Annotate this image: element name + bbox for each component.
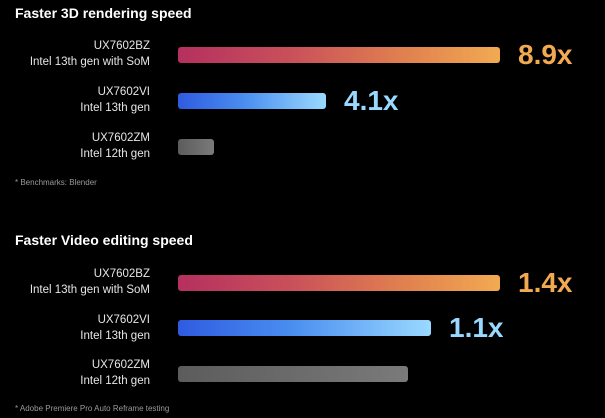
model-name: UX7602ZM	[91, 132, 150, 144]
chart-title-video-editing: Faster Video editing speed	[15, 232, 193, 248]
cpu-name: Intel 12th gen	[80, 148, 150, 160]
bar-video-ux7602vi	[178, 320, 431, 336]
value-label-3d-ux7602vi: 4.1x	[344, 85, 399, 116]
model-name: UX7602VI	[97, 86, 150, 98]
model-name: UX7602BZ	[93, 268, 150, 280]
row-label-ux7602vi: UX7602VI Intel 13th gen	[80, 84, 150, 116]
cpu-name: Intel 13th gen	[80, 102, 150, 114]
value-label-video-ux7602bz: 1.4x	[518, 267, 573, 298]
cpu-name: Intel 13th gen with SoM	[29, 56, 150, 68]
bar-video-ux7602zm	[178, 366, 408, 382]
value-label-video-ux7602vi: 1.1x	[449, 312, 504, 343]
footnote-video-editing: * Adobe Premiere Pro Auto Reframe testin…	[15, 404, 170, 413]
footnote-3d-rendering: * Benchmarks: Blender	[15, 178, 97, 187]
cpu-name: Intel 12th gen	[80, 375, 150, 387]
chart-title-3d-rendering: Faster 3D rendering speed	[15, 5, 192, 21]
model-name: UX7602ZM	[91, 359, 150, 371]
bar-3d-ux7602bz	[178, 47, 500, 63]
row-label-ux7602zm: UX7602ZM Intel 12th gen	[80, 130, 150, 162]
value-label-3d-ux7602bz: 8.9x	[518, 39, 573, 70]
cpu-name: Intel 13th gen with SoM	[29, 284, 150, 296]
row-label-ux7602bz: UX7602BZ Intel 13th gen with SoM	[30, 38, 150, 70]
bar-3d-ux7602zm	[178, 139, 214, 155]
model-name: UX7602BZ	[93, 40, 150, 52]
row-label-ux7602vi: UX7602VI Intel 13th gen	[80, 312, 150, 344]
row-label-ux7602zm: UX7602ZM Intel 12th gen	[80, 357, 150, 389]
row-label-ux7602bz: UX7602BZ Intel 13th gen with SoM	[30, 266, 150, 298]
bar-3d-ux7602vi	[178, 93, 326, 109]
bar-video-ux7602bz	[178, 275, 500, 291]
cpu-name: Intel 13th gen	[80, 330, 150, 342]
model-name: UX7602VI	[97, 314, 150, 326]
